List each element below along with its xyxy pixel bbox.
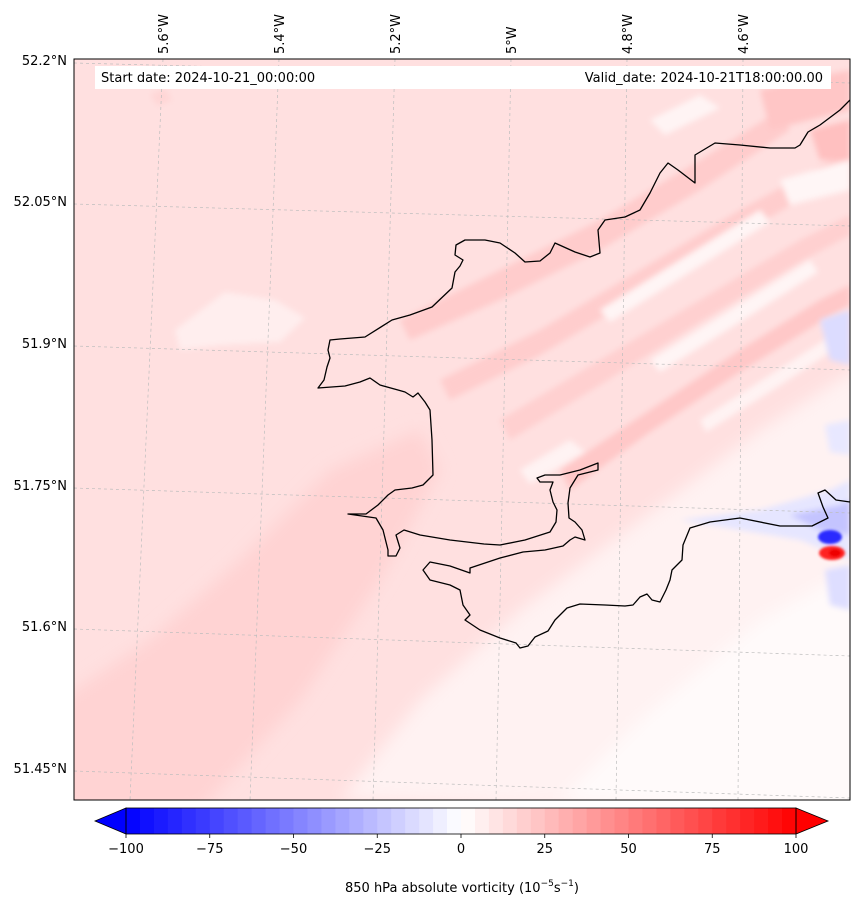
colorbar-tick-label: −25	[364, 842, 391, 857]
colorbar-segment	[670, 808, 685, 834]
colorbar-segment	[126, 808, 141, 834]
colorbar-segment	[279, 808, 295, 834]
colorbar-segments	[126, 808, 797, 834]
colorbar-segment	[209, 808, 225, 834]
coastline-path	[317, 99, 850, 649]
colorbar-segment	[684, 808, 699, 834]
start-date-box: Start date: 2024-10-21_00:00:00 Valid_da…	[95, 66, 831, 89]
colorbar-segment	[391, 808, 406, 834]
colorbar-segment	[586, 808, 602, 834]
colorbar-segment	[488, 808, 504, 834]
colorbar-segment	[349, 808, 364, 834]
colorbar-min-extend	[93, 807, 127, 835]
colorbar-segment	[768, 808, 783, 834]
colorbar-ticks: −100 −75 −50 −25 0 25 50 75 100	[108, 834, 808, 857]
colorbar-segment	[544, 808, 560, 834]
colorbar-segment	[726, 808, 741, 834]
lon-label: 5.4°W	[273, 14, 288, 54]
colorbar-tick-label: 75	[704, 842, 721, 857]
lat-label: 51.45°N	[14, 762, 67, 777]
colorbar-segment	[195, 808, 211, 834]
lat-label: 51.9°N	[22, 337, 67, 352]
colorbar-segment	[712, 808, 727, 834]
coastline	[317, 99, 850, 649]
lat-label: 52.05°N	[14, 195, 67, 210]
colorbar-tick-label: 0	[457, 842, 465, 857]
colorbar: −100 −75 −50 −25 0 25 50 75 100 850 hPa absolute…	[93, 807, 830, 896]
colorbar-tick-label: 25	[536, 842, 553, 857]
colorbar-segment	[516, 808, 532, 834]
colorbar-segment	[461, 808, 476, 834]
colorbar-segment	[530, 808, 546, 834]
colorbar-label-end: )	[574, 881, 579, 896]
lat-label: 52.2°N	[22, 54, 67, 69]
field-lightest-lower	[560, 570, 850, 800]
colorbar-segment	[600, 808, 616, 834]
valid-date-label: Valid_date: 2024-10-21T18:00:00.00	[585, 71, 823, 86]
colorbar-label: 850 hPa absolute vorticity (10−5s−1)	[345, 879, 579, 896]
field-dark-band	[74, 430, 440, 800]
colorbar-segment	[167, 808, 183, 834]
field-negative-vorticity	[680, 310, 850, 610]
colorbar-segment	[321, 808, 336, 834]
map-frame	[73, 58, 851, 801]
colorbar-max-extend	[795, 807, 830, 835]
colorbar-tick-label: 100	[784, 842, 809, 857]
field-light-patch	[175, 292, 305, 350]
colorbar-label-exp1: −5	[541, 879, 554, 889]
colorbar-segment	[419, 808, 434, 834]
lat-label: 51.75°N	[14, 479, 67, 494]
lon-label: 5.2°W	[389, 14, 404, 54]
field-strong-features	[818, 530, 845, 560]
field-streaks	[150, 70, 850, 490]
colorbar-segment	[251, 808, 267, 834]
colorbar-segment	[363, 808, 378, 834]
colorbar-segment	[698, 808, 713, 834]
colorbar-label-mid: s	[554, 881, 561, 896]
colorbar-tick-label: 50	[620, 842, 637, 857]
colorbar-segment	[139, 808, 155, 834]
colorbar-segment	[502, 808, 518, 834]
colorbar-segment	[307, 808, 323, 834]
longitude-labels: 5.6°W 5.4°W 5.2°W 5°W 4.8°W 4.6°W	[157, 14, 752, 54]
colorbar-segment	[335, 808, 350, 834]
colorbar-segment	[754, 808, 769, 834]
colorbar-label-exp2: −1	[561, 879, 574, 889]
colorbar-segment	[782, 808, 797, 834]
colorbar-segment	[377, 808, 392, 834]
lat-label: 51.6°N	[22, 620, 67, 635]
colorbar-segment	[656, 808, 671, 834]
colorbar-segment	[433, 808, 448, 834]
lon-label: 4.8°W	[621, 14, 636, 54]
colorbar-segment	[642, 808, 658, 834]
vorticity-field	[74, 59, 850, 800]
colorbar-segment	[558, 808, 574, 834]
colorbar-segment	[740, 808, 755, 834]
colorbar-segment	[474, 808, 490, 834]
colorbar-segment	[181, 808, 197, 834]
colorbar-segment	[293, 808, 309, 834]
colorbar-label-main: 850 hPa absolute vorticity (10	[345, 881, 541, 896]
colorbar-tick-label: −50	[280, 842, 307, 857]
colorbar-segment	[614, 808, 630, 834]
lon-label: 4.6°W	[737, 14, 752, 54]
colorbar-segment	[223, 808, 239, 834]
start-date-label: Start date: 2024-10-21_00:00:00	[101, 71, 315, 86]
colorbar-segment	[237, 808, 253, 834]
lon-label: 5°W	[505, 26, 520, 54]
colorbar-tick-label: −100	[108, 842, 144, 857]
colorbar-tick-label: −75	[196, 842, 223, 857]
colorbar-segment	[572, 808, 588, 834]
colorbar-segment	[265, 808, 281, 834]
latitude-labels: 52.2°N 52.05°N 51.9°N 51.75°N 51.6°N 51.…	[14, 54, 67, 777]
colorbar-segment	[153, 808, 169, 834]
gridlines	[74, 59, 850, 800]
colorbar-segment	[628, 808, 644, 834]
lon-label: 5.6°W	[157, 14, 172, 54]
colorbar-segment	[405, 808, 420, 834]
colorbar-segment	[447, 808, 462, 834]
